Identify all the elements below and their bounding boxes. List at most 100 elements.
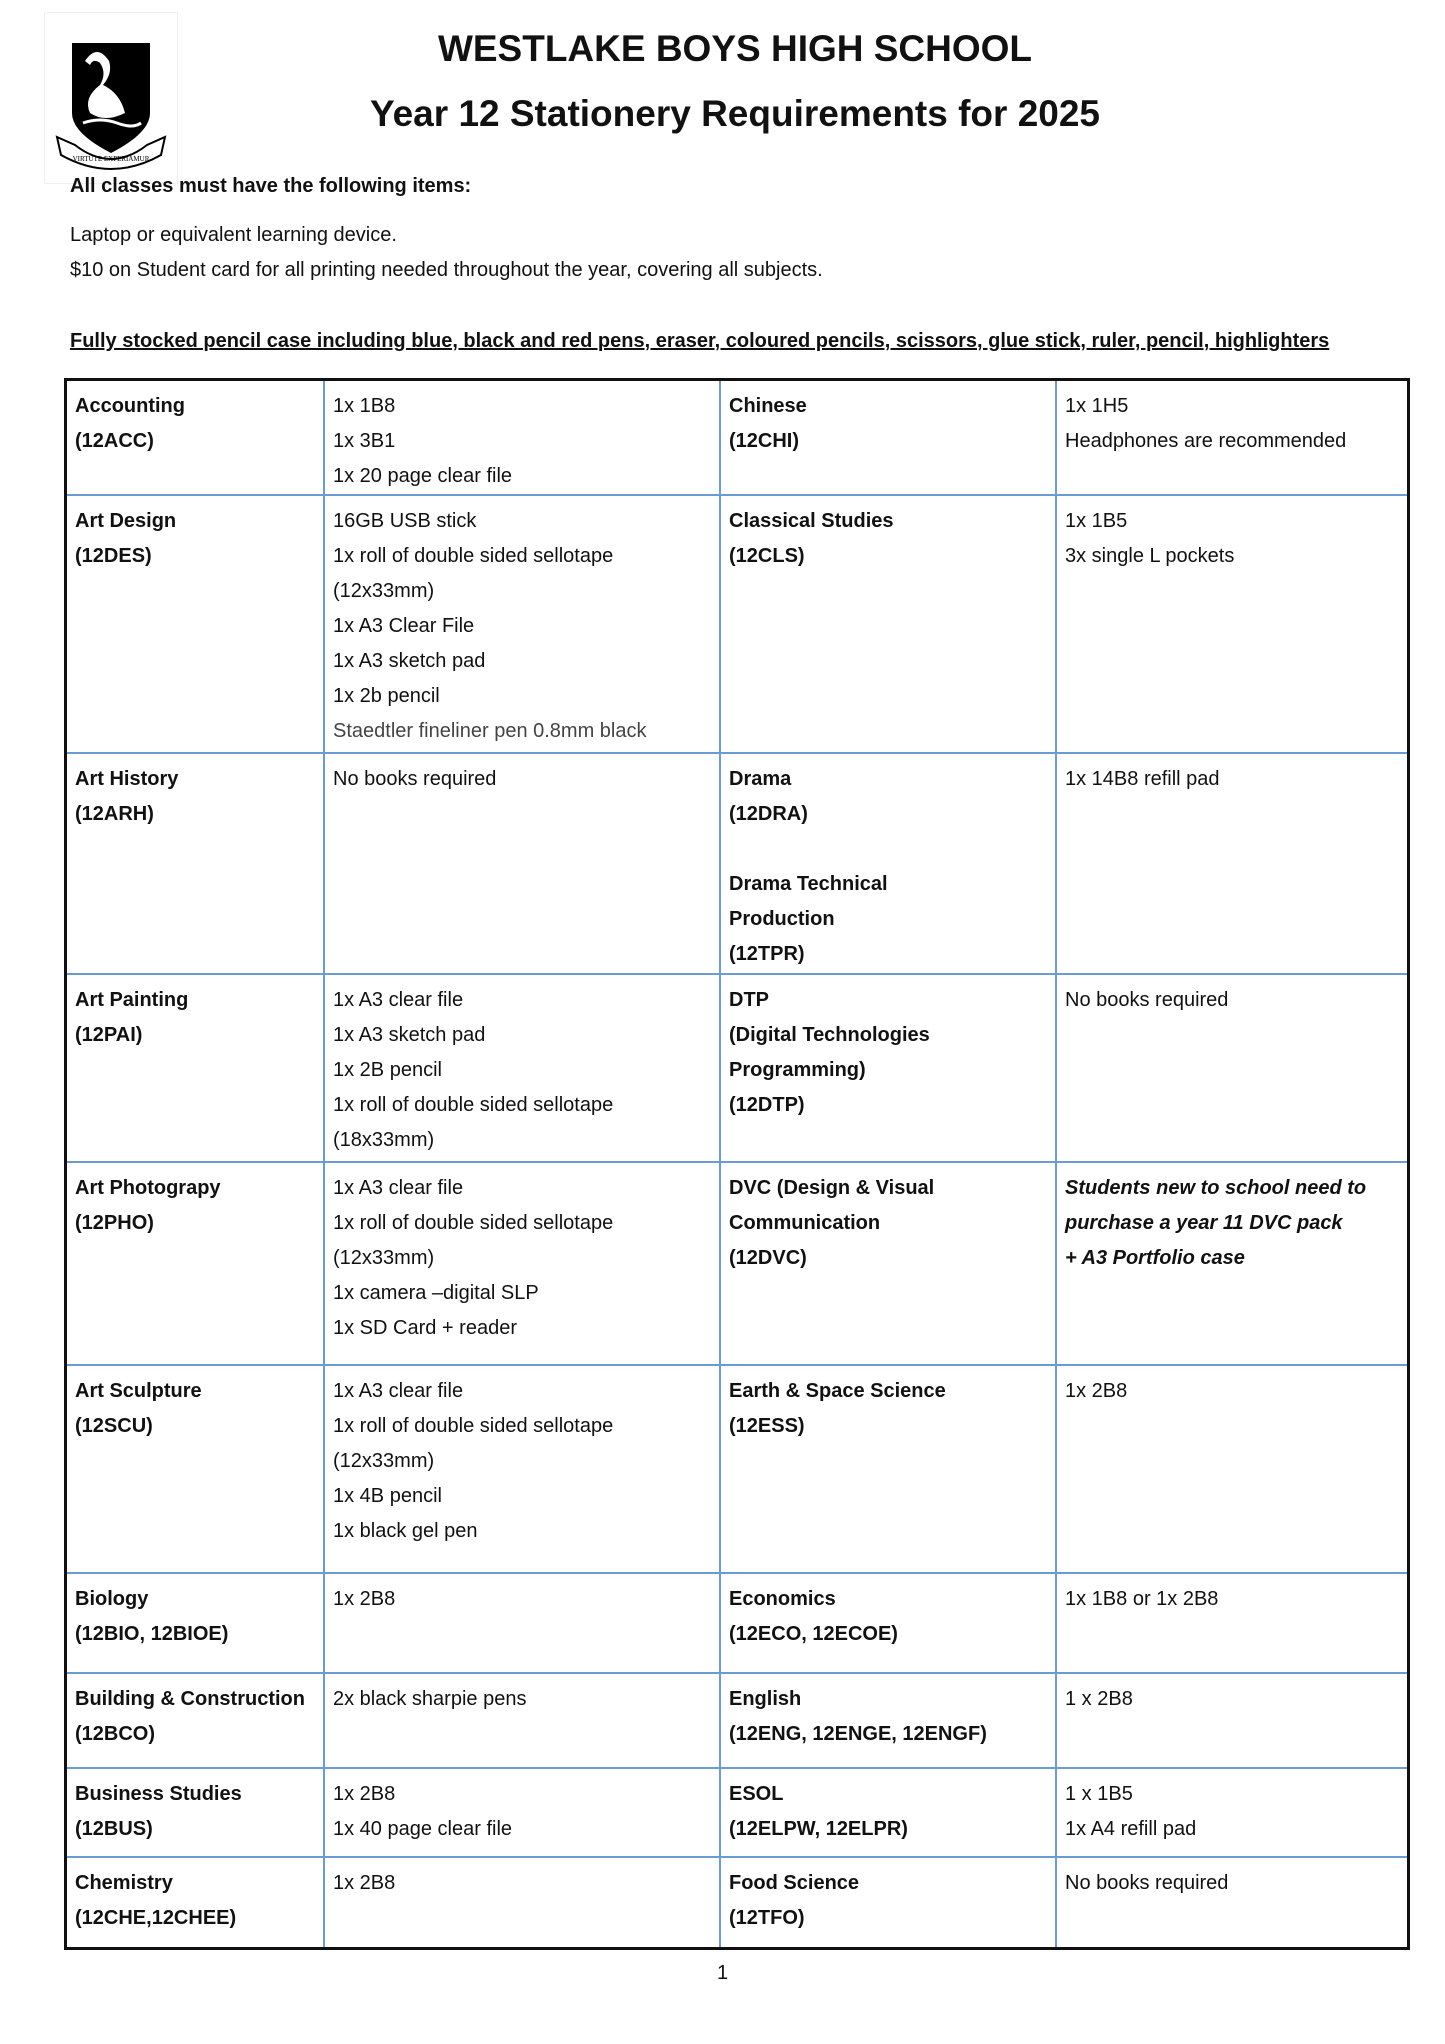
subject-line: (12TPR)	[729, 943, 805, 965]
subject-line: ESOL	[729, 1783, 784, 1805]
subject-name-cell: English (12ENG, 12ENGE, 12ENGF)	[719, 1672, 1057, 1769]
subject-line: (12PHO)	[75, 1212, 154, 1234]
table-row: Art History (12ARH) No books required Drama…	[64, 752, 1410, 975]
item-line: Headphones are recommended	[1065, 430, 1347, 452]
subject-line: Accounting	[75, 395, 185, 417]
items-cell: No books required	[1055, 973, 1410, 1163]
intro-heading: All classes must have the following item…	[70, 175, 472, 197]
subject-name-cell: DTP (Digital Technologies Programming) (12D…	[719, 973, 1057, 1163]
item-line: 1x black gel pen	[333, 1520, 478, 1542]
subject-line: Drama	[729, 768, 792, 790]
subject-line: Biology	[75, 1588, 149, 1610]
item-line: No books required	[1065, 1872, 1229, 1894]
subject-line: English	[729, 1688, 802, 1710]
item-line: 3x single L pockets	[1065, 545, 1235, 567]
item-line: 1x 20 page clear file	[333, 465, 513, 487]
item-line: 1x A4 refill pad	[1065, 1818, 1197, 1840]
table-row: Chemistry (12CHE,12CHEE) 1x 2B8 Food Scienc…	[64, 1856, 1410, 1949]
item-line: 1x A3 clear file	[333, 989, 464, 1011]
items-cell: 1x 2B8 1x 40 page clear file	[323, 1767, 721, 1858]
subject-name-cell: Classical Studies (12CLS)	[719, 494, 1057, 754]
item-line: 1x 2B8	[333, 1588, 396, 1610]
item-line: purchase a year 11 DVC pack	[1065, 1212, 1343, 1234]
subject-name-cell: Biology (12BIO, 12BIOE)	[64, 1572, 325, 1674]
subject-line: (12DTP)	[729, 1094, 805, 1116]
subject-line: Art Design	[75, 510, 177, 532]
subject-line: (12BUS)	[75, 1818, 153, 1840]
table-row: Art Photograpy (12PHO) 1x A3 clear file 1x …	[64, 1161, 1410, 1366]
subject-line: Programming)	[729, 1059, 866, 1081]
subject-name-cell: DVC (Design & Visual Communication (12DVC)	[719, 1161, 1057, 1366]
subject-line: (12ECO, 12ECOE)	[729, 1623, 898, 1645]
intro-line-1: Laptop or equivalent learning device.	[70, 224, 397, 246]
subject-line: (12DRA)	[729, 803, 808, 825]
subject-name-cell: Business Studies (12BUS)	[64, 1767, 325, 1858]
table-row: Art Sculpture (12SCU) 1x A3 clear file 1x r…	[64, 1364, 1410, 1574]
subject-name-cell: Building & Construction (12BCO)	[64, 1672, 325, 1769]
item-line: 1x 2B8	[1065, 1380, 1128, 1402]
item-line: 1x 2B8	[333, 1783, 396, 1805]
subject-line: Food Science	[729, 1872, 860, 1894]
subject-name-cell: Accounting (12ACC)	[64, 378, 325, 496]
subject-line: (Digital Technologies	[729, 1024, 930, 1046]
subject-line: (12DES)	[75, 545, 152, 567]
item-line: + A3 Portfolio case	[1065, 1247, 1245, 1269]
subject-line: (12ENG, 12ENGE, 12ENGF)	[729, 1723, 987, 1745]
subject-name-cell: Art Design (12DES)	[64, 494, 325, 754]
items-cell: 1x 1B8 or 1x 2B8	[1055, 1572, 1410, 1674]
item-line: 1x roll of double sided sellotape	[333, 1212, 614, 1234]
item-line: (12x33mm)	[333, 580, 435, 602]
subject-line: Art Photograpy	[75, 1177, 221, 1199]
subject-line: Art History	[75, 768, 179, 790]
item-line: 1x A3 clear file	[333, 1177, 464, 1199]
item-line: Students new to school need to	[1065, 1177, 1367, 1199]
item-line: 1x roll of double sided sellotape	[333, 1094, 614, 1116]
subject-name-cell: Art History (12ARH)	[64, 752, 325, 975]
item-line: 2x black sharpie pens	[333, 1688, 527, 1710]
items-cell: 16GB USB stick 1x roll of double sided se…	[323, 494, 721, 754]
school-name: WESTLAKE BOYS HIGH SCHOOL	[437, 28, 1033, 69]
subject-name-cell: Food Science (12TFO)	[719, 1856, 1057, 1949]
intro-line-2: $10 on Student card for all printing nee…	[70, 259, 823, 281]
items-cell: 1x A3 clear file 1x A3 sketch pad 1x 2B pe…	[323, 973, 721, 1163]
subject-name-cell: Drama (12DRA) Drama Technical Production (1…	[719, 752, 1057, 975]
subject-name-cell: Chemistry (12CHE,12CHEE)	[64, 1856, 325, 1949]
items-cell: 1x 2B8	[1055, 1364, 1410, 1574]
item-line: 1x 40 page clear file	[333, 1818, 513, 1840]
subject-line: (12BIO, 12BIOE)	[75, 1623, 229, 1645]
subject-name-cell: Economics (12ECO, 12ECOE)	[719, 1572, 1057, 1674]
page-title: Year 12 Stationery Requirements for 2025	[369, 93, 1101, 134]
items-cell: Students new to school need to purchase a…	[1055, 1161, 1410, 1366]
table-row: Biology (12BIO, 12BIOE) 1x 2B8 Economics (12…	[64, 1572, 1410, 1674]
item-line: No books required	[333, 768, 497, 790]
item-line: 1x 1B8	[333, 395, 396, 417]
subject-line: Production	[729, 908, 835, 930]
page-number: 1	[716, 1962, 729, 1984]
subject-line: Chemistry	[75, 1872, 173, 1894]
subject-line: Drama Technical	[729, 873, 888, 895]
subject-line: (12ESS)	[729, 1415, 805, 1437]
subject-name-cell: ESOL (12ELPW, 12ELPR)	[719, 1767, 1057, 1858]
items-cell: 1x 2B8	[323, 1856, 721, 1949]
item-line: 1x A3 Clear File	[333, 615, 475, 637]
item-line: 1x 3B1	[333, 430, 396, 452]
svg-text:VIRTUTE EXPERIAMUR: VIRTUTE EXPERIAMUR	[73, 155, 150, 163]
subject-line: DTP	[729, 989, 769, 1011]
item-line: 1x roll of double sided sellotape	[333, 545, 614, 567]
subject-line: Art Sculpture	[75, 1380, 202, 1402]
item-line: 1 x 2B8	[1065, 1688, 1133, 1710]
subject-line: DVC (Design & Visual	[729, 1177, 935, 1199]
items-cell: No books required	[323, 752, 721, 975]
subject-line: Art Painting	[75, 989, 189, 1011]
items-cell: 1x A3 clear file 1x roll of double sided …	[323, 1161, 721, 1366]
subject-line: (12DVC)	[729, 1247, 807, 1269]
subject-line: (12ELPW, 12ELPR)	[729, 1818, 908, 1840]
item-line: 1x camera –digital SLP	[333, 1282, 539, 1304]
items-cell: 1x 2B8	[323, 1572, 721, 1674]
item-line: 1x 2B pencil	[333, 1059, 442, 1081]
subject-line	[729, 832, 1047, 867]
table-row: Accounting (12ACC) 1x 1B8 1x 3B1 1x 20 page …	[64, 378, 1410, 496]
item-line: 1 x 1B5	[1065, 1783, 1133, 1805]
subject-name-cell: Art Photograpy (12PHO)	[64, 1161, 325, 1366]
